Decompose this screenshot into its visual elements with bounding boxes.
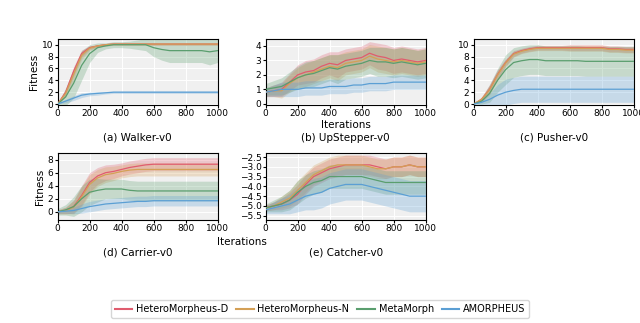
X-axis label: Iterations: Iterations bbox=[321, 120, 371, 130]
Text: (b) UpStepper-v0: (b) UpStepper-v0 bbox=[301, 133, 390, 143]
Text: Iterations: Iterations bbox=[217, 237, 266, 247]
Text: (c) Pusher-v0: (c) Pusher-v0 bbox=[520, 133, 588, 143]
Legend: HeteroMorpheus-D, HeteroMorpheus-N, MetaMorph, AMORPHEUS: HeteroMorpheus-D, HeteroMorpheus-N, Meta… bbox=[111, 300, 529, 318]
Text: (d) Carrier-v0: (d) Carrier-v0 bbox=[103, 247, 172, 257]
Y-axis label: Fitness: Fitness bbox=[29, 54, 39, 90]
Text: (e) Catcher-v0: (e) Catcher-v0 bbox=[308, 247, 383, 257]
Y-axis label: Fitness: Fitness bbox=[35, 168, 45, 204]
Text: (a) Walker-v0: (a) Walker-v0 bbox=[103, 133, 172, 143]
